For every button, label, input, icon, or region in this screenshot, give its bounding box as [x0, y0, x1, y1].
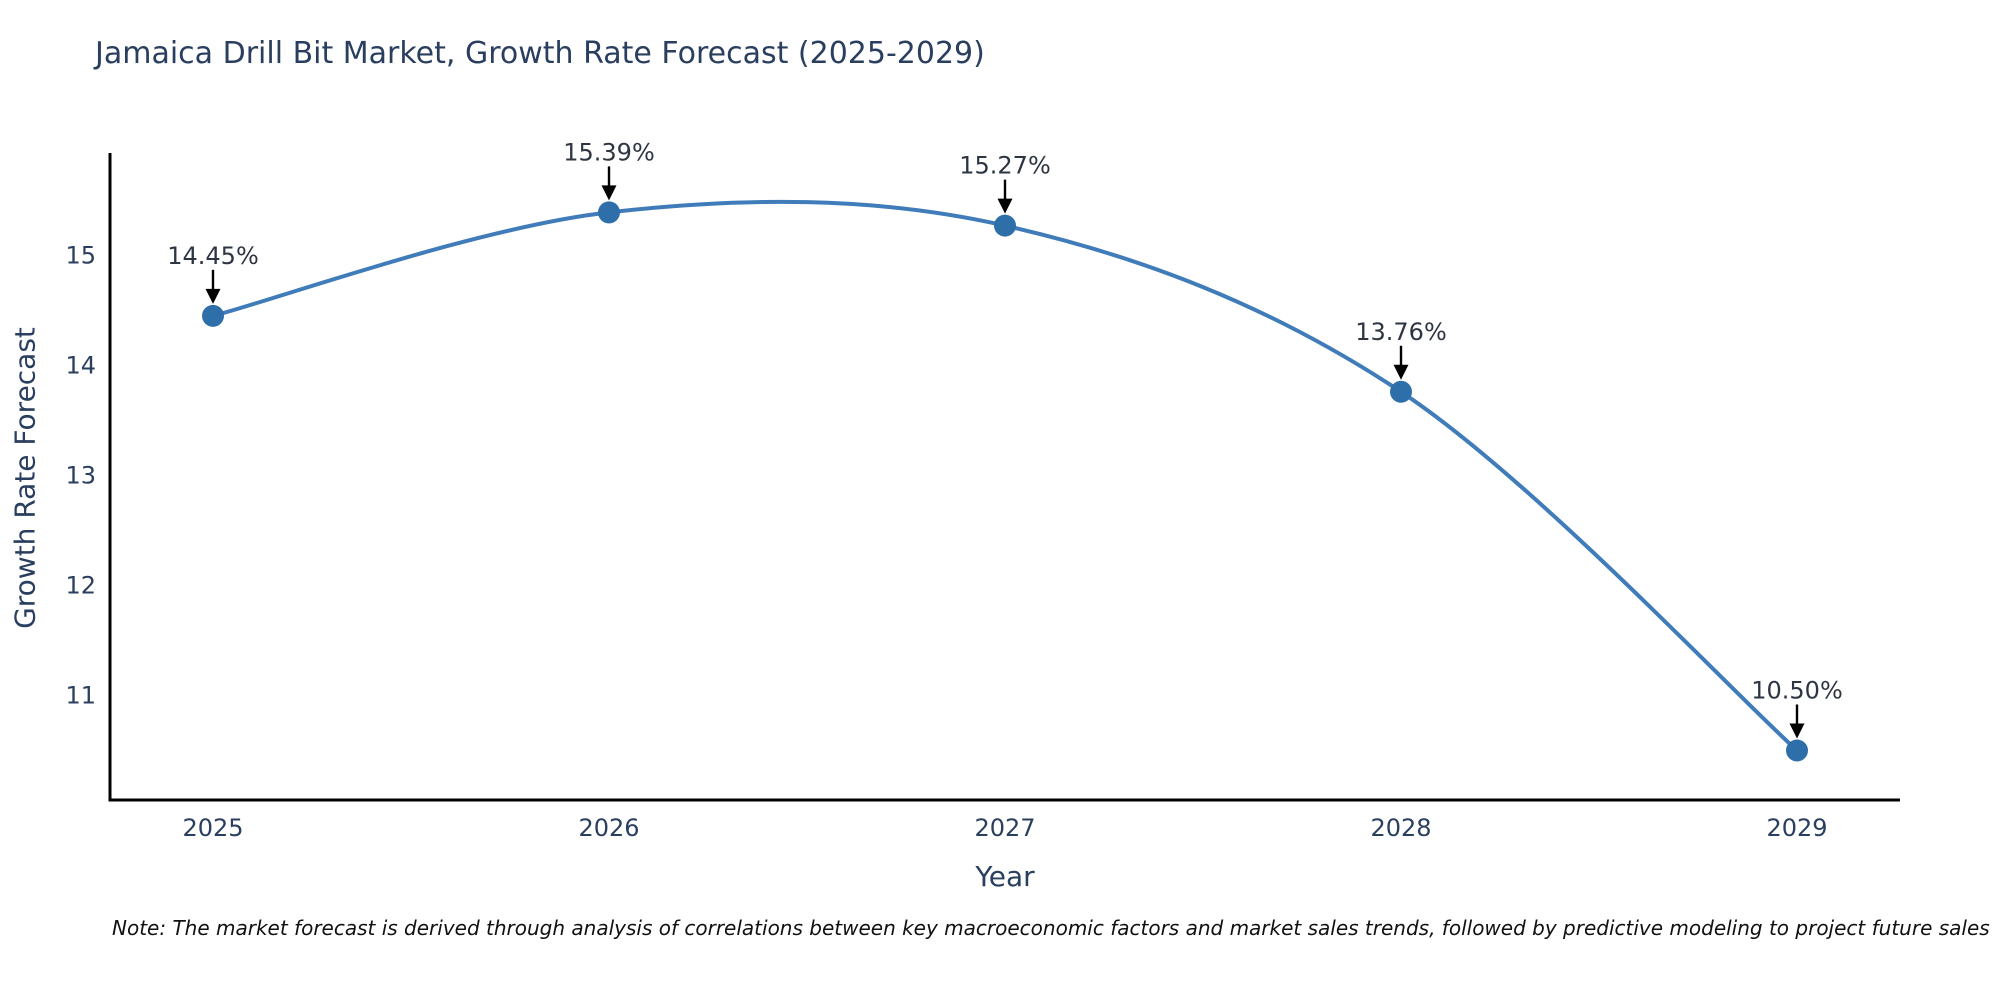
data-point-label: 15.27% [959, 152, 1051, 180]
x-tick-label: 2026 [578, 814, 639, 842]
data-point-label: 10.50% [1751, 676, 1843, 704]
y-tick-label: 11 [65, 681, 96, 709]
y-tick-label: 15 [65, 241, 96, 269]
x-axis-title: Year [975, 860, 1035, 893]
axis-lines [108, 153, 1900, 802]
y-tick-label: 12 [65, 571, 96, 599]
data-point-marker [994, 214, 1016, 237]
trend-line [211, 199, 1799, 753]
data-point-label: 15.39% [563, 138, 655, 166]
y-tick-label: 14 [65, 351, 96, 379]
y-tick-label: 13 [65, 461, 96, 489]
y-axis-title: Growth Rate Forecast [8, 327, 42, 629]
x-tick-label: 2029 [1766, 814, 1827, 842]
data-point-label: 14.45% [167, 242, 259, 270]
footnote: Note: The market forecast is derived thr… [112, 916, 1990, 940]
x-tick-label: 2027 [974, 814, 1035, 842]
x-tick-label: 2028 [1370, 814, 1431, 842]
annotation-arrow-head [1789, 723, 1805, 739]
annotation-arrow-head [1393, 364, 1409, 380]
data-point-marker [598, 201, 620, 224]
annotation-arrow-head [601, 185, 617, 201]
data-point-label: 13.76% [1355, 318, 1447, 346]
data-point-marker [1390, 380, 1412, 403]
annotation-arrow-head [205, 288, 221, 304]
chart-title: Jamaica Drill Bit Market, Growth Rate Fo… [95, 36, 985, 71]
annotation-arrow-head [997, 198, 1013, 214]
data-point-marker [1786, 739, 1808, 762]
data-point-marker [202, 304, 224, 327]
x-tick-label: 2025 [182, 814, 243, 842]
